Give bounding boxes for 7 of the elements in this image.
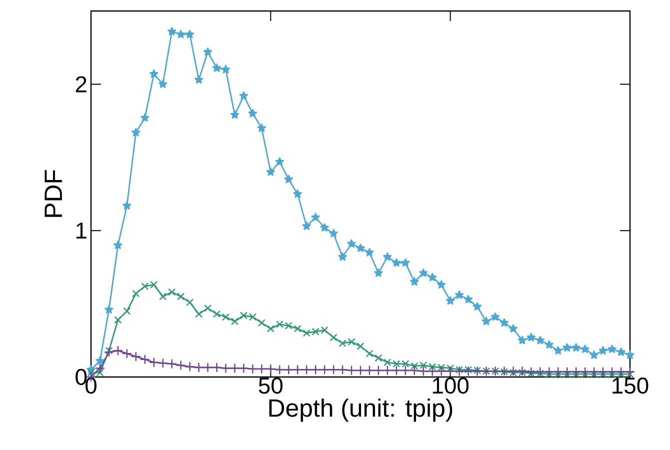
y-tick-label: 1 <box>76 222 86 238</box>
y-axis-title: PDF <box>44 170 62 217</box>
x-tick-label: 150 <box>612 378 648 394</box>
y-tick-label: 2 <box>76 76 86 92</box>
x-tick-label: 50 <box>258 378 283 394</box>
x-axis-title: Depth (unit: tpip) <box>269 398 452 422</box>
x-tick-label: 100 <box>432 378 469 394</box>
